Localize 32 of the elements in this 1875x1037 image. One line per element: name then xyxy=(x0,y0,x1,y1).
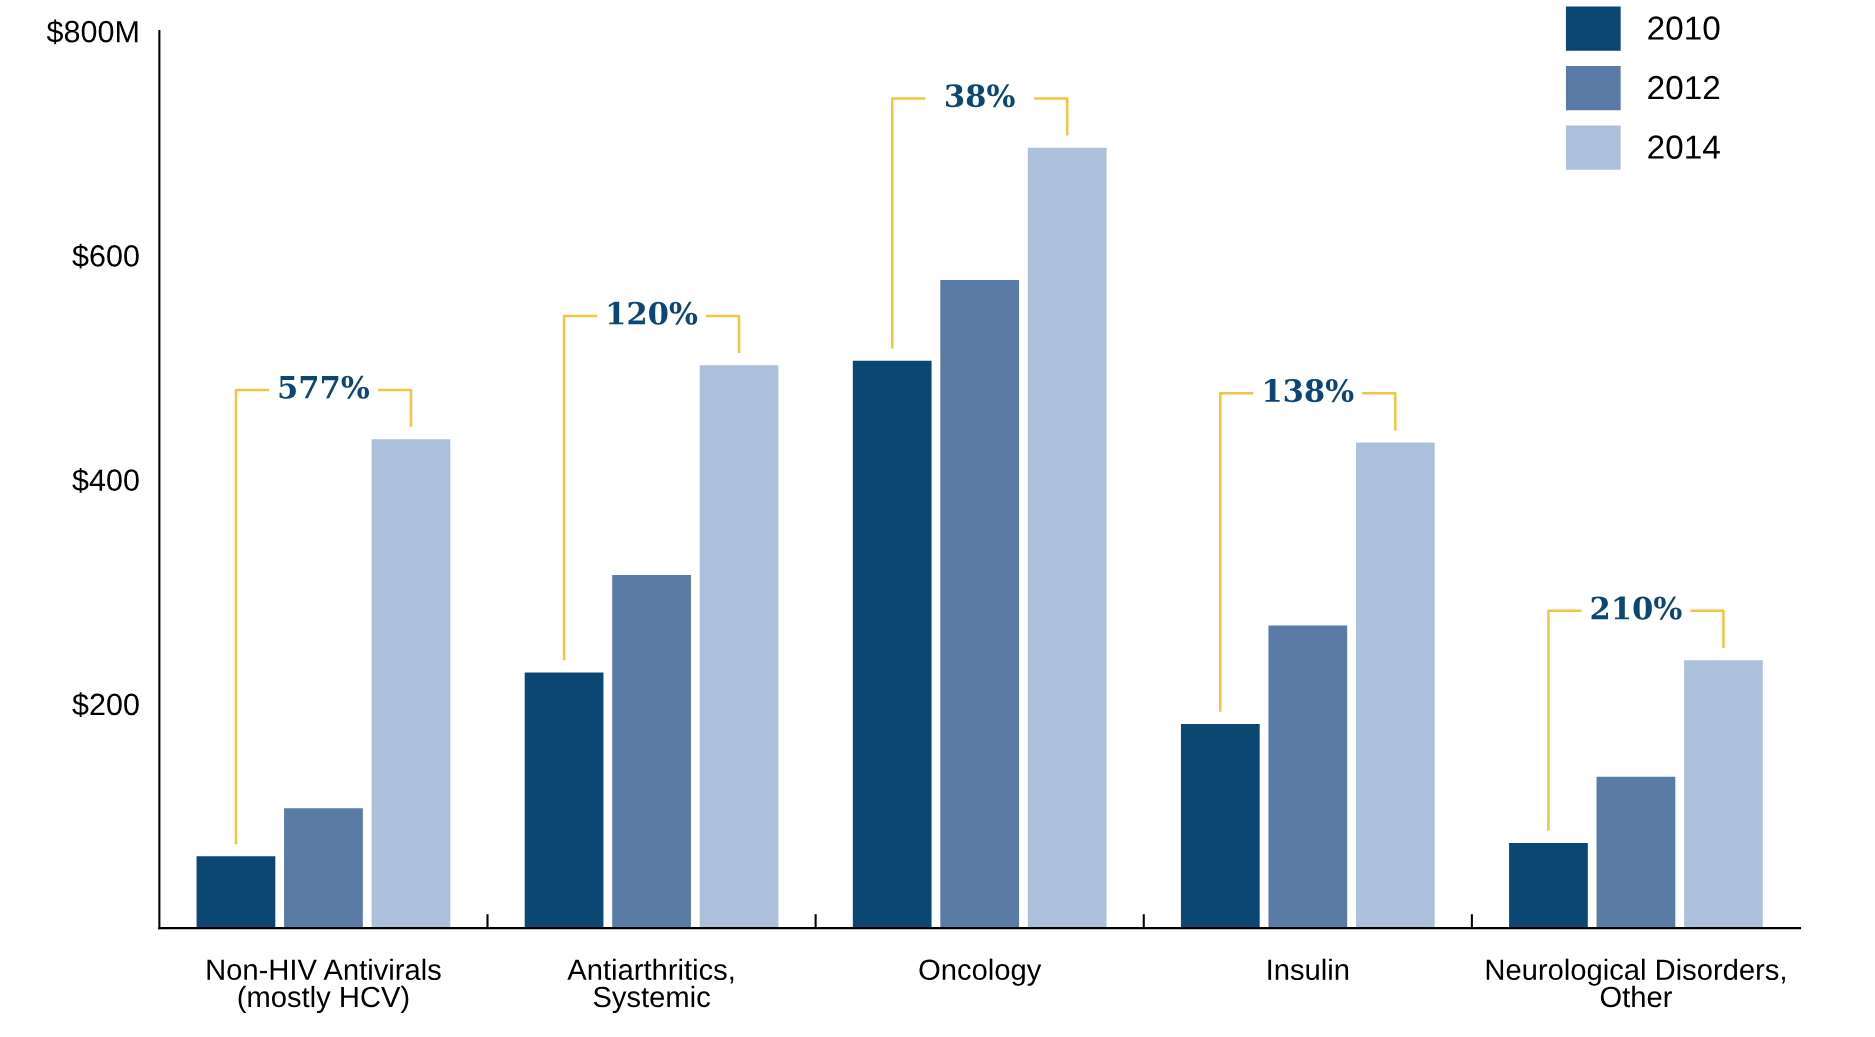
annotation: 38% xyxy=(946,84,1015,108)
bar xyxy=(1509,842,1588,929)
bar xyxy=(196,856,276,929)
bar xyxy=(1268,625,1348,929)
bar xyxy=(1027,147,1107,929)
x-tick-label: Oncology xyxy=(919,958,1042,986)
bar xyxy=(1596,776,1676,929)
y-tick-label: $800M xyxy=(46,19,138,45)
bar xyxy=(852,360,932,929)
y-tick-label: $400 xyxy=(72,468,139,493)
legend-label: 2014 xyxy=(1648,135,1720,159)
bar xyxy=(1684,660,1763,929)
bar xyxy=(940,280,1020,929)
y-tick-label: $200 xyxy=(72,692,139,718)
bar xyxy=(1180,724,1260,929)
annotation: 210% xyxy=(1591,596,1682,620)
annotation: 138% xyxy=(1265,379,1354,403)
legend-label: 2012 xyxy=(1648,75,1720,100)
bar xyxy=(524,672,604,929)
x-tick-label: Non-HIV Antivirals (mostly HCV) xyxy=(207,958,441,1014)
annotation: 120% xyxy=(608,301,698,325)
legend-label: 2010 xyxy=(1648,16,1720,40)
y-tick-label: $600 xyxy=(72,243,139,269)
bar xyxy=(1355,442,1435,929)
x-tick-label: Antiarthritics, Systemic xyxy=(567,958,734,1014)
x-tick-label: Neurological Disorders, Other xyxy=(1486,958,1785,1008)
bar xyxy=(371,439,451,929)
annotation: 577% xyxy=(279,375,370,399)
bar xyxy=(284,808,363,929)
x-tick-label: Insulin xyxy=(1268,958,1349,981)
bar xyxy=(612,574,691,929)
bar xyxy=(699,365,779,929)
